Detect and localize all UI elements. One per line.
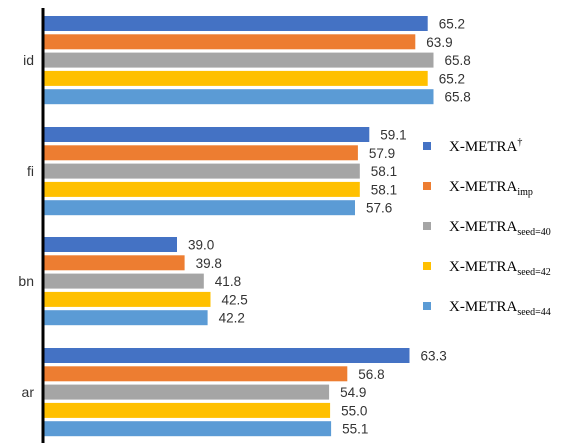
- value-label-bn-series-1: 39.0: [188, 238, 214, 253]
- value-label-bn-series-2: 39.8: [196, 256, 222, 271]
- legend-swatch-series-3: [423, 222, 431, 230]
- bar-id-series-4: [43, 70, 428, 86]
- bar-id-series-1: [43, 16, 428, 31]
- value-label-id-series-1: 65.2: [439, 17, 465, 32]
- bars-layer: [43, 16, 434, 437]
- value-label-id-series-5: 65.8: [445, 90, 471, 105]
- bar-bn-series-4: [43, 291, 211, 307]
- bar-ar-series-2: [43, 366, 348, 382]
- value-label-fi-series-1: 59.1: [380, 128, 406, 143]
- value-label-bn-series-5: 42.2: [219, 311, 245, 326]
- category-label-id: id: [23, 52, 34, 68]
- bar-bn-series-1: [43, 237, 177, 252]
- legend-label-series-2: X-METRAimp: [449, 179, 533, 198]
- bar-ar-series-5: [43, 421, 332, 437]
- legend-swatch-series-5: [423, 302, 431, 310]
- bar-fi-series-4: [43, 181, 360, 197]
- value-labels-layer: 65.2 63.9 65.8 65.2 65.8 59.1 57.9 58.1 58.1 57.6…: [188, 17, 471, 437]
- legend-swatch-series-4: [423, 262, 431, 270]
- value-label-fi-series-5: 57.6: [366, 201, 392, 216]
- bar-fi-series-5: [43, 200, 355, 216]
- legend-swatch-series-2: [423, 182, 431, 190]
- value-label-fi-series-4: 58.1: [371, 182, 397, 197]
- value-label-id-series-3: 65.8: [445, 53, 471, 68]
- bar-id-series-3: [43, 52, 434, 68]
- value-label-ar-series-1: 63.3: [421, 349, 447, 364]
- value-label-bn-series-4: 42.5: [222, 292, 248, 307]
- bar-fi-series-1: [43, 127, 370, 142]
- category-labels-layer: id fi bn ar: [18, 52, 34, 400]
- bar-fi-series-3: [43, 163, 360, 179]
- legend-label-series-3: X-METRAseed=40: [449, 219, 551, 238]
- bar-bn-series-3: [43, 273, 204, 289]
- value-label-ar-series-5: 55.1: [342, 422, 368, 437]
- bar-ar-series-3: [43, 384, 330, 400]
- bar-id-series-5: [43, 89, 434, 105]
- value-label-fi-series-3: 58.1: [371, 164, 397, 179]
- category-label-fi: fi: [27, 163, 34, 179]
- bar-bn-series-5: [43, 310, 208, 326]
- value-label-ar-series-3: 54.9: [340, 385, 366, 400]
- value-label-id-series-2: 63.9: [426, 35, 452, 50]
- value-label-ar-series-4: 55.0: [341, 403, 367, 418]
- bar-ar-series-1: [43, 348, 410, 363]
- legend-label-series-4: X-METRAseed=42: [449, 259, 551, 278]
- bar-bn-series-2: [43, 255, 185, 271]
- value-label-id-series-4: 65.2: [439, 71, 465, 86]
- bar-id-series-2: [43, 34, 416, 50]
- value-label-ar-series-2: 56.8: [358, 367, 384, 382]
- category-label-ar: ar: [22, 384, 35, 400]
- legend: X-METRA† X-METRAimp X-METRAseed=40 X-METRAs…: [423, 137, 551, 318]
- value-label-fi-series-2: 57.9: [369, 146, 395, 161]
- legend-swatch-series-1: [423, 142, 431, 150]
- bar-ar-series-4: [43, 402, 331, 418]
- legend-label-series-5: X-METRAseed=44: [449, 299, 551, 318]
- legend-label-series-1: X-METRA†: [449, 137, 522, 155]
- value-label-bn-series-3: 41.8: [215, 274, 241, 289]
- category-label-bn: bn: [18, 273, 34, 289]
- bar-fi-series-2: [43, 145, 358, 161]
